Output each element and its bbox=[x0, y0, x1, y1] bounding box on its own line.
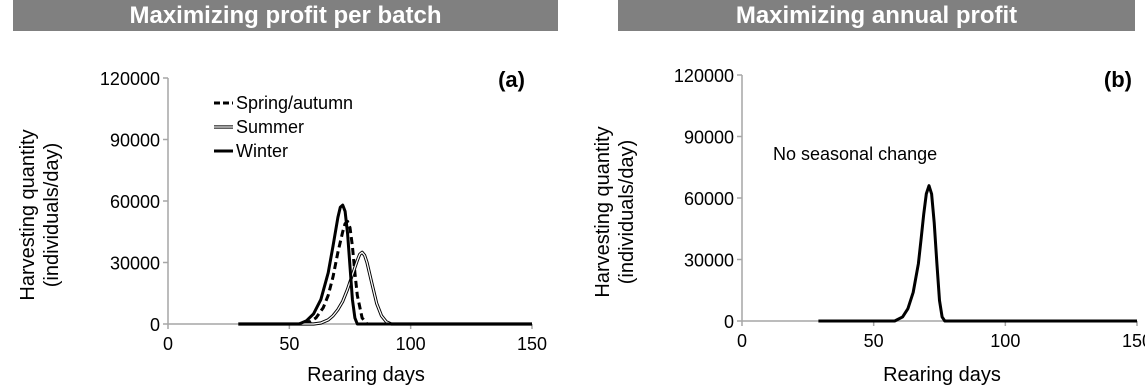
chart-b-xlabel: Rearing days bbox=[883, 364, 1001, 386]
x-tick-label: 150 bbox=[517, 334, 547, 354]
x-tick-label: 150 bbox=[1122, 331, 1145, 351]
chart-a: Harvesting quantity (individuals/day) Re… bbox=[17, 67, 547, 386]
x-tick-label: 100 bbox=[396, 334, 426, 354]
x-tick-label: 0 bbox=[163, 334, 173, 354]
series-line-spring-autumn bbox=[238, 220, 532, 326]
series-line-summer-inner bbox=[238, 251, 532, 325]
chart-a-ylabel-line1: Harvesting quantity bbox=[17, 129, 39, 300]
chart-a-legend: Spring/autumn Summer Winter bbox=[214, 93, 353, 161]
legend-label: Winter bbox=[236, 141, 288, 161]
chart-a-ylabel-line2: (individuals/day) bbox=[41, 143, 63, 288]
y-tick-label: 90000 bbox=[110, 131, 160, 151]
chart-a-axes: 0 30000 60000 90000 120000 0 50 100 150 bbox=[100, 69, 547, 354]
x-tick-label: 0 bbox=[737, 331, 747, 351]
chart-b-panel-label: (b) bbox=[1104, 67, 1132, 92]
y-tick-label: 30000 bbox=[110, 254, 160, 274]
series-line-summer bbox=[238, 250, 532, 326]
y-tick-label: 90000 bbox=[684, 128, 734, 148]
panel-b-banner: Maximizing annual profit bbox=[618, 0, 1135, 31]
y-tick-label: 60000 bbox=[684, 189, 734, 209]
series-line-winter bbox=[238, 203, 532, 326]
panel-b: Maximizing annual profit Harvesting quan… bbox=[575, 0, 1145, 387]
series-line-single bbox=[818, 184, 1137, 323]
chart-b-ylabel-line1: Harvesting quantity bbox=[592, 126, 614, 297]
legend-label: Spring/autumn bbox=[236, 93, 353, 113]
y-tick-label: 120000 bbox=[674, 66, 734, 86]
y-tick-label: 0 bbox=[150, 315, 160, 335]
chart-b: Harvesting quantity (individuals/day) Re… bbox=[592, 66, 1145, 386]
y-tick-label: 0 bbox=[724, 312, 734, 332]
chart-b-series bbox=[818, 184, 1137, 323]
chart-a-panel-label: (a) bbox=[498, 67, 525, 92]
chart-b-annotation: No seasonal change bbox=[773, 144, 937, 164]
chart-a-series bbox=[238, 203, 532, 326]
y-tick-label: 60000 bbox=[110, 192, 160, 212]
x-tick-label: 50 bbox=[864, 331, 884, 351]
y-tick-label: 30000 bbox=[684, 251, 734, 271]
panel-a: Maximizing profit per batch Harvesting q… bbox=[0, 0, 560, 387]
chart-b-ylabel-line2: (individuals/day) bbox=[616, 140, 638, 285]
y-tick-label: 120000 bbox=[100, 69, 160, 89]
legend-label: Summer bbox=[236, 117, 304, 137]
panel-a-banner: Maximizing profit per batch bbox=[13, 0, 558, 31]
chart-a-xlabel: Rearing days bbox=[307, 364, 425, 386]
x-tick-label: 100 bbox=[990, 331, 1020, 351]
x-tick-label: 50 bbox=[279, 334, 299, 354]
